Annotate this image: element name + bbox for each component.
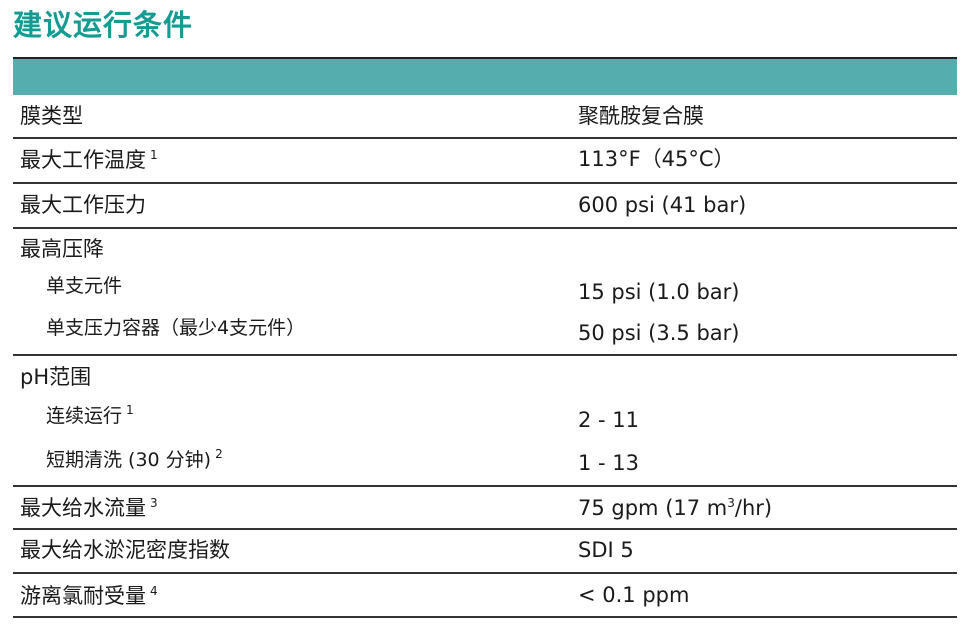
row-value-max-temp: 113°F（45°C） (578, 147, 735, 171)
row-label-ph-range: pH范围 (20, 365, 92, 389)
row-label-membrane-type: 膜类型 (20, 104, 83, 128)
row-value-max-sdi: SDI 5 (578, 538, 634, 562)
row-label-max-sdi: 最大给水淤泥密度指数 (20, 538, 230, 562)
row-divider (13, 572, 957, 574)
row-divider (13, 528, 957, 530)
row-label-max-temp: 最大工作温度 1 (20, 149, 158, 171)
row-divider (13, 137, 957, 139)
label-text: 最大给水流量 (20, 496, 146, 520)
row-divider (13, 354, 957, 356)
value-text: /hr) (734, 496, 773, 520)
label-text: 最大工作温度 (20, 148, 146, 172)
subrow-value-pressure-vessel: 50 psi (3.5 bar) (578, 321, 740, 345)
row-label-max-pressure-drop: 最高压降 (20, 237, 104, 261)
row-value-max-pressure: 600 psi (41 bar) (578, 193, 747, 217)
superscript: 3 (727, 496, 735, 510)
subrow-label-single-element: 单支元件 (46, 275, 123, 297)
label-text: 短期清洗 (30 分钟) (46, 449, 212, 471)
subrow-label-continuous: 连续运行 1 (46, 404, 134, 426)
row-value-membrane-type: 聚酰胺复合膜 (578, 104, 704, 128)
label-text: 游离氯耐受量 (20, 584, 146, 608)
table-header-bar (13, 59, 957, 95)
row-value-max-feed-flow: 75 gpm (17 m3/hr) (578, 497, 772, 519)
footnote-ref: 3 (150, 496, 158, 510)
row-divider (13, 485, 957, 487)
row-label-free-chlorine: 游离氯耐受量 4 (20, 585, 158, 607)
table-bottom-rule (13, 616, 957, 618)
row-value-free-chlorine: < 0.1 ppm (578, 583, 690, 607)
subrow-label-short-term-cleaning: 短期清洗 (30 分钟) 2 (46, 448, 223, 470)
subrow-value-single-element: 15 psi (1.0 bar) (578, 280, 740, 304)
footnote-ref: 1 (150, 148, 158, 162)
value-text: 75 gpm (17 m (578, 496, 728, 520)
footnote-ref: 1 (126, 403, 134, 417)
row-label-max-feed-flow: 最大给水流量 3 (20, 497, 158, 519)
row-divider (13, 182, 957, 184)
label-text: 连续运行 (46, 405, 123, 427)
row-divider (13, 227, 957, 229)
subrow-value-continuous: 2 - 11 (578, 408, 640, 432)
footnote-ref: 2 (215, 447, 223, 461)
row-label-max-pressure: 最大工作压力 (20, 193, 146, 217)
table-top-rule (13, 57, 957, 59)
subrow-value-short-term-cleaning: 1 - 13 (578, 451, 640, 475)
section-title: 建议运行条件 (13, 8, 194, 42)
footnote-ref: 4 (150, 584, 158, 598)
subrow-label-pressure-vessel: 单支压力容器（最少4支元件） (46, 317, 306, 339)
